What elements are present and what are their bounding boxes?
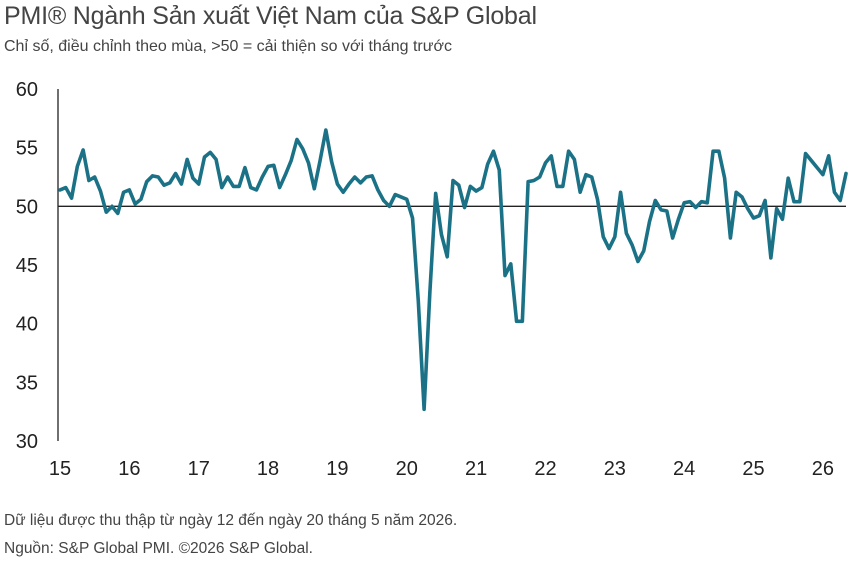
- x-tick-label: 21: [465, 458, 487, 480]
- x-tick-label: 23: [604, 458, 626, 480]
- footnote-date-range: Dữ liệu được thu thập từ ngày 12 đến ngà…: [4, 512, 458, 529]
- footnote-source: Nguồn: S&P Global PMI. ©2026 S&P Global.: [4, 540, 313, 557]
- x-tick-label: 19: [326, 458, 348, 480]
- y-tick-label: 55: [16, 138, 38, 160]
- x-tick-label: 20: [396, 458, 418, 480]
- y-tick-label: 50: [16, 196, 38, 218]
- x-tick-label: 26: [812, 458, 834, 480]
- x-tick-label: 17: [188, 458, 210, 480]
- y-axis-ticks: 30 35 40 45 50 55 60: [16, 79, 38, 453]
- x-axis-ticks: 15 16 17 18 19 20 21 22 23 24 25 26: [49, 458, 834, 480]
- series-line-pmi: [58, 128, 848, 412]
- pmi-line-chart: 30 35 40 45 50 55 60 15 16 17 18 19 20 21 22 23 24 25 26: [16, 79, 848, 480]
- x-tick-label: 16: [118, 458, 140, 480]
- y-tick-label: 30: [16, 431, 38, 453]
- x-tick-label: 22: [534, 458, 556, 480]
- x-tick-label: 24: [673, 458, 695, 480]
- x-tick-label: 15: [49, 458, 71, 480]
- chart-title: PMI® Ngành Sản xuất Việt Nam của S&P Glo…: [4, 2, 537, 30]
- y-tick-label: 60: [16, 79, 38, 101]
- y-tick-label: 35: [16, 372, 38, 394]
- y-tick-label: 45: [16, 255, 38, 277]
- chart-subtitle: Chỉ số, điều chỉnh theo mùa, >50 = cải t…: [4, 38, 452, 55]
- x-tick-label: 25: [742, 458, 764, 480]
- x-tick-label: 18: [257, 458, 279, 480]
- y-tick-label: 40: [16, 314, 38, 336]
